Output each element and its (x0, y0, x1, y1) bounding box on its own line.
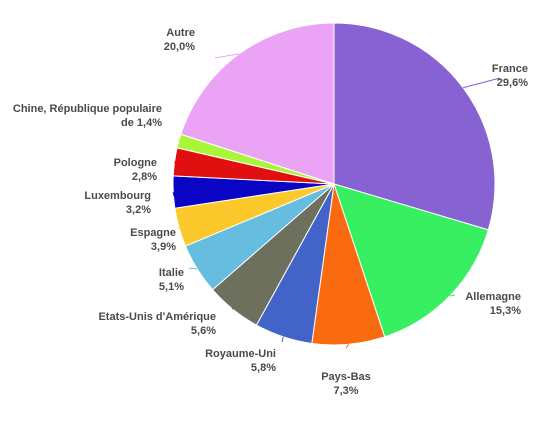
slice-name: France (492, 63, 528, 75)
leader-line (177, 139, 180, 142)
slice-label: Espagne 3,9% (130, 227, 176, 253)
slice-label: Allemagne 15,3% (465, 291, 521, 317)
pie-slice (333, 183, 489, 338)
slice-value: de 1,4% (121, 117, 162, 129)
slice-label: Royaume-Uni 5,8% (205, 348, 276, 374)
leader-line (449, 294, 456, 297)
slice-labels: France 29,6% Allemagne 15,3% Pays-Bas 7,3% Roy… (13, 27, 528, 397)
slice-label: Chine, République populaire de 1,4% (13, 103, 162, 129)
slice-value: 15,3% (490, 305, 521, 317)
slice-label: Luxembourg 3,2% (84, 190, 151, 216)
leader-line (345, 344, 350, 349)
leader-line (172, 191, 175, 197)
slice-name: Autre (166, 27, 195, 39)
slice-name: Chine, République populaire (13, 103, 162, 115)
leader-line (214, 53, 240, 59)
slice-label: Etats-Unis d'Amérique 5,6% (98, 311, 216, 337)
slice-label: Pologne 2,8% (114, 157, 158, 183)
leader-lines (172, 53, 501, 349)
slice-value: 5,1% (159, 281, 184, 293)
slice-name: Royaume-Uni (205, 348, 276, 360)
pie-slices (172, 22, 496, 346)
slice-name: Espagne (130, 227, 176, 239)
slice-value: 2,8% (132, 171, 157, 183)
slice-name: Pologne (114, 157, 157, 169)
pie-slice (333, 22, 496, 231)
slice-value: 3,2% (126, 204, 151, 216)
slice-value: 3,9% (151, 241, 176, 253)
leader-line (174, 161, 177, 166)
leader-line (231, 307, 234, 310)
slice-value: 5,8% (251, 362, 276, 374)
slice-value: 29,6% (497, 77, 528, 89)
slice-label: Italie 5,1% (159, 267, 184, 293)
leader-line (462, 77, 501, 89)
slice-label: Autre 20,0% (164, 27, 195, 53)
leader-line (188, 267, 198, 270)
slice-label: France 29,6% (492, 63, 528, 89)
slice-value: 5,6% (191, 325, 216, 337)
leader-line (281, 336, 284, 343)
slice-value: 20,0% (164, 41, 195, 53)
leader-line (177, 227, 180, 230)
slice-label: Pays-Bas 7,3% (321, 371, 371, 397)
slice-name: Allemagne (465, 291, 521, 303)
slice-name: Italie (159, 267, 184, 279)
slice-name: Etats-Unis d'Amérique (98, 311, 216, 323)
slice-value: 7,3% (333, 385, 358, 397)
slice-name: Pays-Bas (321, 371, 371, 383)
slice-name: Luxembourg (84, 190, 151, 202)
